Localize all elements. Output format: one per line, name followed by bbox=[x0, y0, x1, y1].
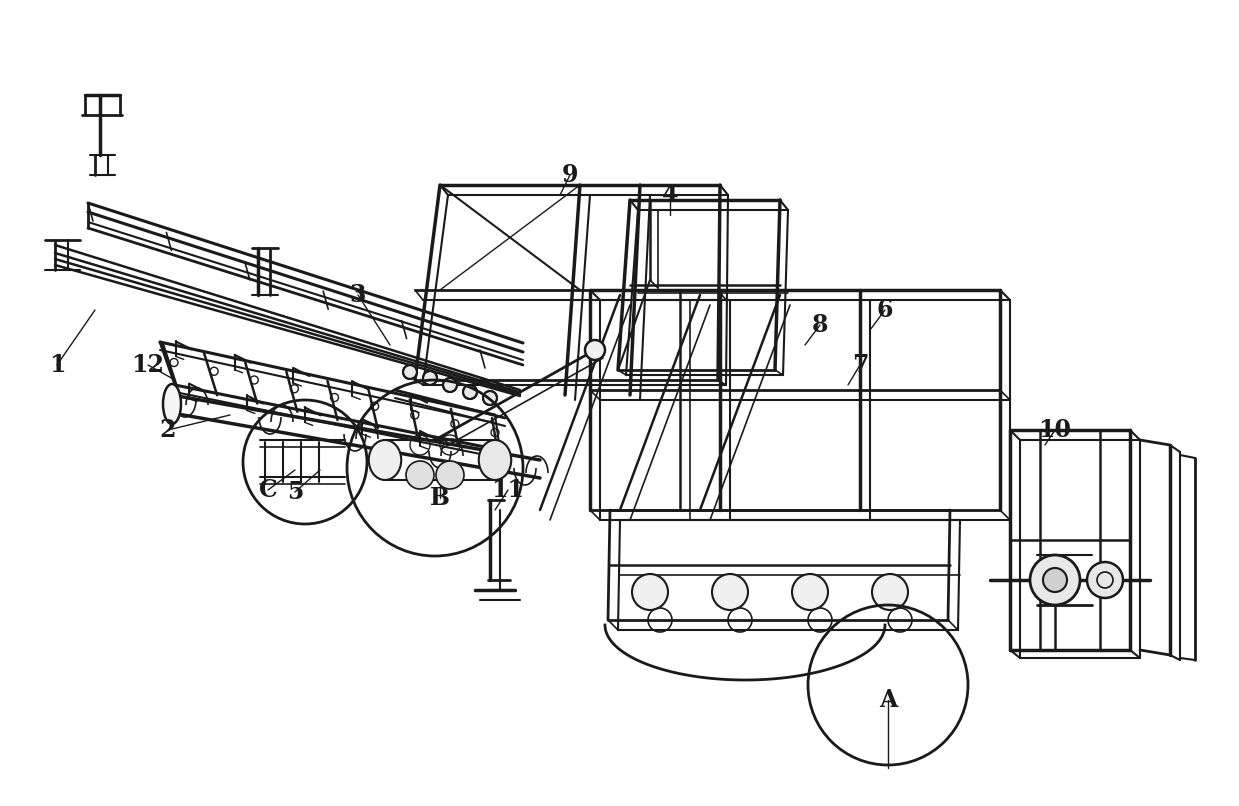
Text: 10: 10 bbox=[1038, 418, 1072, 442]
Circle shape bbox=[463, 385, 477, 399]
Text: 11: 11 bbox=[492, 478, 524, 502]
Text: A: A bbox=[878, 688, 897, 712]
Text: 1: 1 bbox=[48, 353, 66, 377]
Text: 4: 4 bbox=[662, 183, 678, 207]
Circle shape bbox=[872, 574, 908, 610]
Text: 6: 6 bbox=[877, 298, 893, 322]
Circle shape bbox=[1030, 555, 1080, 605]
Ellipse shape bbox=[164, 384, 181, 424]
Text: 5: 5 bbox=[286, 480, 304, 504]
Circle shape bbox=[436, 461, 463, 489]
Ellipse shape bbox=[478, 440, 512, 480]
Text: 9: 9 bbox=[561, 163, 579, 187]
Circle shape bbox=[483, 391, 497, 405]
Circle shape bbox=[444, 378, 457, 392]
Circle shape bbox=[406, 461, 434, 489]
Text: C: C bbox=[259, 478, 278, 502]
Text: 3: 3 bbox=[349, 283, 367, 307]
Circle shape bbox=[422, 371, 437, 385]
Ellipse shape bbox=[369, 440, 401, 480]
Text: 12: 12 bbox=[131, 353, 165, 377]
Text: 2: 2 bbox=[160, 418, 176, 442]
Circle shape bbox=[1043, 568, 1067, 592]
Circle shape bbox=[712, 574, 748, 610]
Circle shape bbox=[792, 574, 828, 610]
Text: 7: 7 bbox=[851, 353, 869, 377]
Circle shape bbox=[585, 340, 605, 360]
Circle shape bbox=[1087, 562, 1123, 598]
Text: B: B bbox=[430, 486, 450, 510]
Circle shape bbox=[403, 365, 418, 379]
Text: 8: 8 bbox=[812, 313, 828, 337]
Circle shape bbox=[632, 574, 668, 610]
